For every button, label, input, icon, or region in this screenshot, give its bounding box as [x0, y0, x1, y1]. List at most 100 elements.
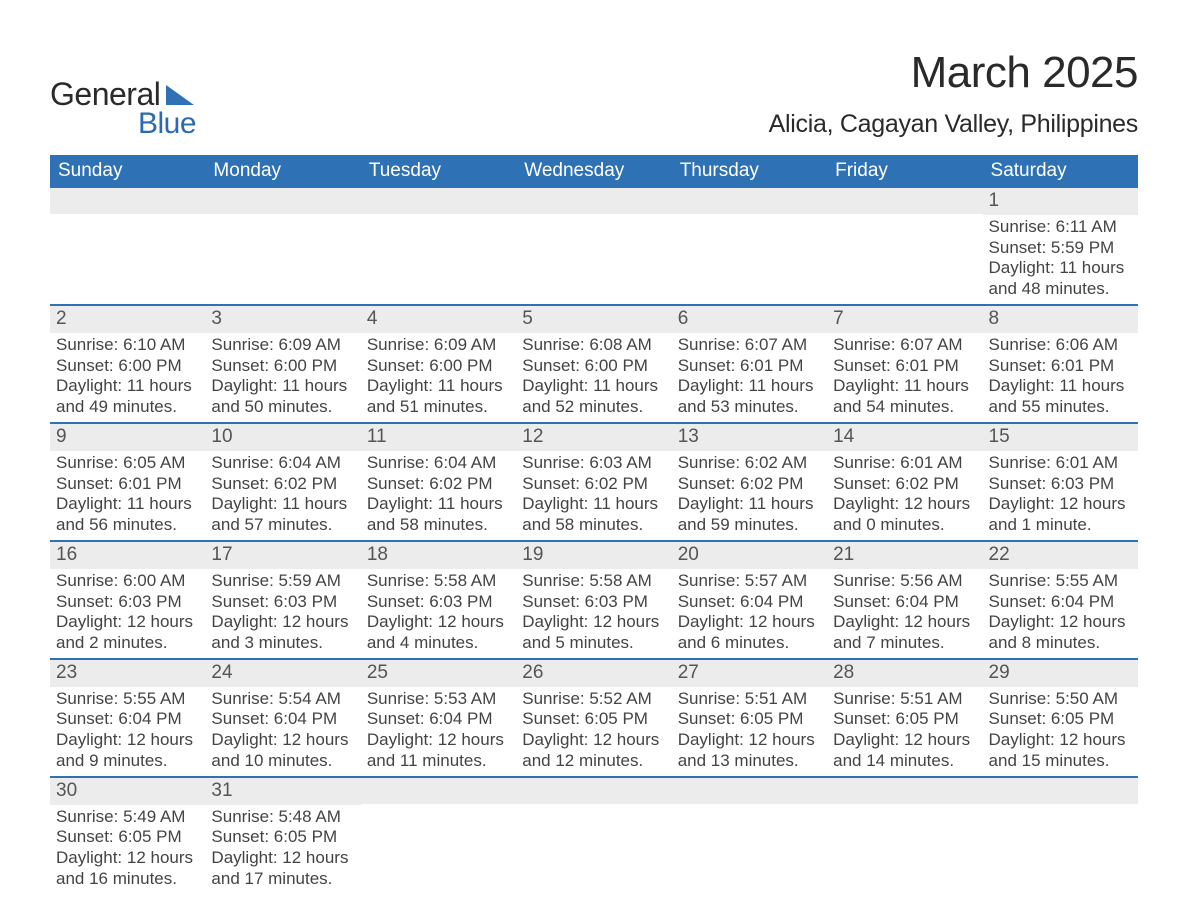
calendar-cell: 31Sunrise: 5:48 AMSunset: 6:05 PMDayligh… [205, 777, 360, 894]
month-title: March 2025 [769, 48, 1138, 98]
day-details: Sunrise: 6:06 AMSunset: 6:01 PMDaylight:… [983, 333, 1138, 422]
daylight-line2: and 2 minutes. [56, 633, 199, 654]
sunrise-text: Sunrise: 6:04 AM [211, 453, 354, 474]
daylight-line2: and 10 minutes. [211, 751, 354, 772]
sunrise-text: Sunrise: 5:57 AM [678, 571, 821, 592]
sunrise-text: Sunrise: 6:01 AM [833, 453, 976, 474]
calendar-cell: 29Sunrise: 5:50 AMSunset: 6:05 PMDayligh… [983, 659, 1138, 777]
sunset-text: Sunset: 6:05 PM [678, 709, 821, 730]
calendar-cell [516, 188, 671, 305]
daylight-line2: and 0 minutes. [833, 515, 976, 536]
daylight-line2: and 51 minutes. [367, 397, 510, 418]
sunset-text: Sunset: 6:03 PM [522, 592, 665, 613]
day-number: 31 [205, 778, 360, 805]
day-number: 5 [516, 306, 671, 333]
day-details: Sunrise: 6:04 AMSunset: 6:02 PMDaylight:… [361, 451, 516, 540]
calendar-cell: 9Sunrise: 6:05 AMSunset: 6:01 PMDaylight… [50, 423, 205, 541]
day-details: Sunrise: 6:09 AMSunset: 6:00 PMDaylight:… [205, 333, 360, 422]
day-number: 6 [672, 306, 827, 333]
day-details: Sunrise: 6:07 AMSunset: 6:01 PMDaylight:… [827, 333, 982, 422]
day-number [361, 778, 516, 804]
day-number [983, 778, 1138, 804]
calendar-cell: 16Sunrise: 6:00 AMSunset: 6:03 PMDayligh… [50, 541, 205, 659]
daylight-line1: Daylight: 12 hours [211, 730, 354, 751]
day-number: 23 [50, 660, 205, 687]
location-label: Alicia, Cagayan Valley, Philippines [769, 110, 1138, 139]
calendar-week-row: 2Sunrise: 6:10 AMSunset: 6:00 PMDaylight… [50, 305, 1138, 423]
daylight-line2: and 3 minutes. [211, 633, 354, 654]
day-details [672, 214, 827, 220]
day-details [361, 804, 516, 810]
calendar-cell [672, 777, 827, 894]
daylight-line2: and 16 minutes. [56, 869, 199, 890]
day-details [361, 214, 516, 220]
day-number [827, 188, 982, 214]
daylight-line2: and 1 minute. [989, 515, 1132, 536]
sunrise-text: Sunrise: 5:55 AM [56, 689, 199, 710]
daylight-line1: Daylight: 12 hours [56, 730, 199, 751]
sunset-text: Sunset: 6:01 PM [678, 356, 821, 377]
daylight-line1: Daylight: 12 hours [678, 612, 821, 633]
day-number: 13 [672, 424, 827, 451]
sunset-text: Sunset: 6:05 PM [989, 709, 1132, 730]
calendar-week-row: 9Sunrise: 6:05 AMSunset: 6:01 PMDaylight… [50, 423, 1138, 541]
sunrise-text: Sunrise: 6:06 AM [989, 335, 1132, 356]
calendar-cell: 17Sunrise: 5:59 AMSunset: 6:03 PMDayligh… [205, 541, 360, 659]
day-details: Sunrise: 6:11 AMSunset: 5:59 PMDaylight:… [983, 215, 1138, 304]
daylight-line1: Daylight: 12 hours [833, 612, 976, 633]
day-number: 11 [361, 424, 516, 451]
calendar-cell: 2Sunrise: 6:10 AMSunset: 6:00 PMDaylight… [50, 305, 205, 423]
daylight-line2: and 54 minutes. [833, 397, 976, 418]
calendar-cell: 12Sunrise: 6:03 AMSunset: 6:02 PMDayligh… [516, 423, 671, 541]
day-details: Sunrise: 5:50 AMSunset: 6:05 PMDaylight:… [983, 687, 1138, 776]
sunset-text: Sunset: 6:05 PM [833, 709, 976, 730]
day-number [672, 188, 827, 214]
sunset-text: Sunset: 6:03 PM [367, 592, 510, 613]
daylight-line1: Daylight: 11 hours [522, 376, 665, 397]
daylight-line1: Daylight: 11 hours [678, 494, 821, 515]
daylight-line2: and 55 minutes. [989, 397, 1132, 418]
page-header: General Blue March 2025 Alicia, Cagayan … [50, 48, 1138, 141]
sunrise-text: Sunrise: 6:07 AM [833, 335, 976, 356]
day-number: 18 [361, 542, 516, 569]
sunset-text: Sunset: 6:03 PM [211, 592, 354, 613]
sunset-text: Sunset: 5:59 PM [989, 238, 1132, 259]
sunrise-text: Sunrise: 5:59 AM [211, 571, 354, 592]
day-details: Sunrise: 5:55 AMSunset: 6:04 PMDaylight:… [983, 569, 1138, 658]
day-details: Sunrise: 5:59 AMSunset: 6:03 PMDaylight:… [205, 569, 360, 658]
calendar-cell: 25Sunrise: 5:53 AMSunset: 6:04 PMDayligh… [361, 659, 516, 777]
daylight-line1: Daylight: 12 hours [56, 612, 199, 633]
daylight-line1: Daylight: 11 hours [56, 494, 199, 515]
daylight-line2: and 59 minutes. [678, 515, 821, 536]
calendar-cell: 27Sunrise: 5:51 AMSunset: 6:05 PMDayligh… [672, 659, 827, 777]
day-number [205, 188, 360, 214]
day-header: Sunday [50, 155, 205, 188]
daylight-line1: Daylight: 12 hours [56, 848, 199, 869]
calendar-cell: 11Sunrise: 6:04 AMSunset: 6:02 PMDayligh… [361, 423, 516, 541]
day-details [672, 804, 827, 810]
day-number: 28 [827, 660, 982, 687]
sunset-text: Sunset: 6:04 PM [989, 592, 1132, 613]
daylight-line2: and 50 minutes. [211, 397, 354, 418]
day-details: Sunrise: 5:53 AMSunset: 6:04 PMDaylight:… [361, 687, 516, 776]
day-number: 14 [827, 424, 982, 451]
daylight-line1: Daylight: 12 hours [522, 730, 665, 751]
day-details: Sunrise: 6:08 AMSunset: 6:00 PMDaylight:… [516, 333, 671, 422]
calendar-cell: 18Sunrise: 5:58 AMSunset: 6:03 PMDayligh… [361, 541, 516, 659]
daylight-line2: and 5 minutes. [522, 633, 665, 654]
calendar-cell: 21Sunrise: 5:56 AMSunset: 6:04 PMDayligh… [827, 541, 982, 659]
sunrise-text: Sunrise: 6:09 AM [211, 335, 354, 356]
sunrise-text: Sunrise: 6:01 AM [989, 453, 1132, 474]
calendar-cell [827, 188, 982, 305]
day-header: Wednesday [516, 155, 671, 188]
day-number [827, 778, 982, 804]
daylight-line1: Daylight: 12 hours [211, 612, 354, 633]
sunrise-text: Sunrise: 5:48 AM [211, 807, 354, 828]
sunset-text: Sunset: 6:02 PM [367, 474, 510, 495]
calendar-cell [205, 188, 360, 305]
daylight-line1: Daylight: 12 hours [367, 612, 510, 633]
calendar-cell: 22Sunrise: 5:55 AMSunset: 6:04 PMDayligh… [983, 541, 1138, 659]
daylight-line1: Daylight: 12 hours [989, 494, 1132, 515]
calendar-cell: 23Sunrise: 5:55 AMSunset: 6:04 PMDayligh… [50, 659, 205, 777]
sunrise-text: Sunrise: 6:09 AM [367, 335, 510, 356]
